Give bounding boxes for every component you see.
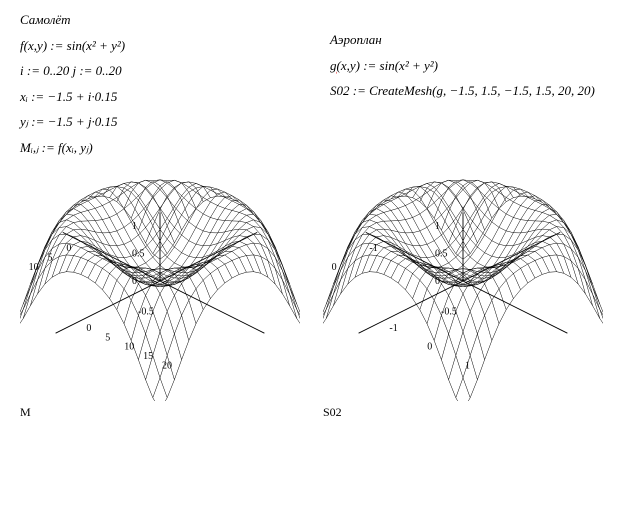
svg-text:5: 5: [105, 332, 110, 343]
svg-text:-0.5: -0.5: [441, 306, 457, 317]
plot-right: -101-10100.51-0.5: [323, 171, 603, 401]
left-fn: f(x,y) := sin(x² + y²): [20, 36, 306, 56]
left-idx: i := 0..20 j := 0..20: [20, 61, 306, 81]
svg-text:20: 20: [162, 361, 172, 372]
svg-text:5: 5: [48, 253, 53, 264]
svg-text:-1: -1: [369, 243, 377, 254]
plot-left-caption: M: [20, 403, 313, 421]
svg-text:1: 1: [132, 221, 137, 232]
svg-text:10: 10: [124, 342, 134, 353]
left-ydef: yⱼ := −1.5 + j·0.15: [20, 112, 306, 132]
wavy-tag: g: [330, 58, 337, 73]
left-header: Самолёт: [20, 10, 306, 30]
svg-text:-1: -1: [389, 323, 397, 334]
svg-text:0.5: 0.5: [132, 249, 145, 260]
svg-text:0: 0: [435, 276, 440, 287]
svg-text:0: 0: [86, 323, 91, 334]
right-fn: g(x,y) := sin(x² + y²): [330, 56, 616, 76]
svg-text:0: 0: [66, 243, 71, 254]
svg-text:0: 0: [132, 276, 137, 287]
svg-text:1: 1: [435, 221, 440, 232]
svg-text:10: 10: [29, 262, 39, 273]
svg-text:1: 1: [465, 361, 470, 372]
plot-right-caption: S02: [323, 403, 616, 421]
svg-text:0: 0: [427, 342, 432, 353]
left-xdef: xᵢ := −1.5 + i·0.15: [20, 87, 306, 107]
svg-text:15: 15: [143, 351, 153, 362]
right-header: Аэроплан: [330, 30, 616, 50]
plot-left: 051015200510152000.51-0.5: [20, 171, 300, 401]
left-mdef: Mᵢ,ⱼ := f(xᵢ, yⱼ): [20, 138, 306, 158]
svg-text:-0.5: -0.5: [138, 306, 154, 317]
right-cmd: S02 := CreateMesh(g, −1.5, 1.5, −1.5, 1.…: [330, 81, 616, 101]
svg-text:0: 0: [332, 262, 337, 273]
svg-text:0.5: 0.5: [435, 249, 448, 260]
